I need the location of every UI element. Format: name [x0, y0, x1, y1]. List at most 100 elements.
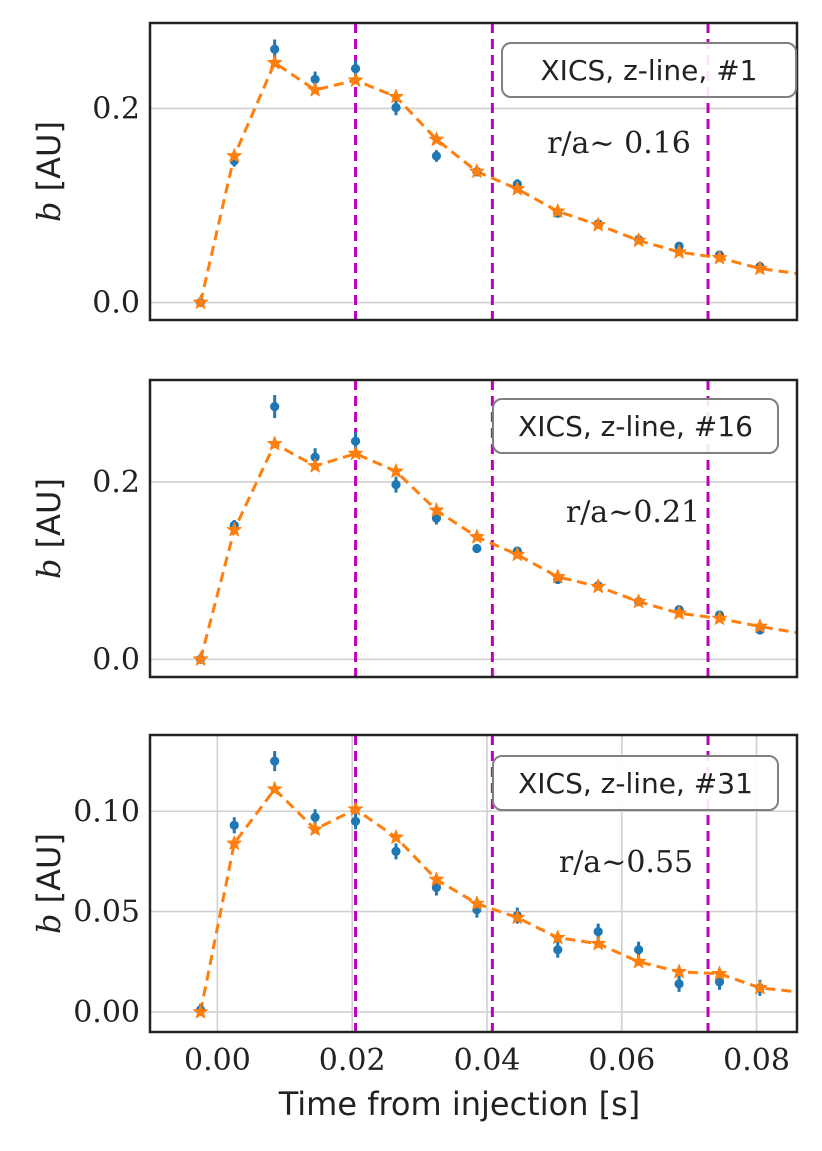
y-axis-label-unit: [AU]: [30, 478, 68, 558]
measured-point: [350, 436, 361, 446]
model-star: [226, 835, 242, 850]
model-star: [711, 965, 728, 981]
model-star: [226, 148, 242, 163]
axes-frame: [148, 378, 799, 679]
y-tick-label: 0.2: [92, 465, 140, 500]
model-star: [428, 131, 444, 146]
model-star: [307, 82, 323, 97]
model-star: [671, 244, 687, 259]
measured-point: [391, 480, 401, 490]
plot-area: [193, 23, 797, 320]
measured-point: [350, 64, 361, 74]
model-star: [752, 260, 768, 276]
y-tick-label: 0.00: [73, 995, 140, 1030]
y-tick-label: 0.0: [92, 642, 140, 677]
model-star: [193, 651, 209, 666]
measured-point: [229, 820, 239, 830]
model-star: [671, 963, 687, 979]
model-star: [348, 72, 364, 87]
model-star: [388, 829, 404, 844]
model-star: [671, 605, 687, 620]
radius-annotation: r/a~ 0.16: [547, 126, 691, 161]
measured-point: [634, 945, 644, 955]
x-tick-label: 0.00: [184, 1043, 251, 1078]
model-star: [590, 935, 606, 951]
model-star: [590, 578, 606, 594]
model-star: [509, 909, 525, 925]
x-tick-label: 0.06: [588, 1043, 655, 1078]
measured-point: [714, 977, 725, 987]
y-axis-label: b [AU]: [30, 121, 68, 222]
model-star: [193, 294, 209, 309]
legend-label: XICS, z-line, #1: [541, 54, 758, 87]
y-tick-label: 0.0: [92, 286, 140, 321]
measured-point: [674, 979, 684, 989]
measured-point: [270, 756, 280, 766]
model-star: [267, 435, 283, 451]
model-star: [469, 529, 485, 544]
model-star: [388, 88, 404, 104]
plot-area: [193, 380, 797, 677]
model-star: [388, 463, 404, 478]
y-axis-label-symbol: b: [30, 201, 68, 221]
model-star: [752, 979, 768, 995]
model-star: [348, 445, 364, 461]
model-star: [711, 610, 728, 625]
y-axis-label-unit: [AU]: [30, 121, 68, 201]
model-line: [199, 441, 797, 660]
measured-point: [391, 846, 401, 856]
measured-point: [553, 945, 563, 955]
model-star: [550, 568, 566, 584]
model-star: [631, 593, 647, 609]
model-star: [631, 953, 647, 969]
measured-point: [431, 513, 442, 523]
model-star: [348, 801, 364, 816]
measured-point: [270, 401, 280, 412]
measured-point: [431, 151, 442, 161]
axes-frame: [148, 733, 799, 1034]
model-star: [509, 181, 525, 196]
radius-annotation: r/a~0.21: [566, 495, 700, 530]
x-tick-label: 0.02: [319, 1043, 386, 1078]
model-star: [226, 521, 242, 537]
y-axis-label: b [AU]: [30, 833, 68, 934]
x-tick-label: 0.04: [454, 1043, 521, 1078]
measured-point: [310, 452, 320, 462]
axes-frame: [148, 21, 799, 322]
x-tick-label: 0.08: [723, 1043, 790, 1078]
legend-box: [501, 42, 797, 98]
y-axis-label-symbol: b: [30, 913, 68, 933]
legend-box: [492, 398, 779, 454]
model-star: [509, 546, 525, 562]
legend-label: XICS, z-line, #31: [518, 767, 753, 800]
model-star: [428, 871, 444, 886]
measured-point: [310, 812, 320, 822]
measured-point: [431, 882, 442, 893]
measured-point: [350, 816, 361, 826]
y-axis-label-symbol: b: [30, 558, 68, 578]
model-star: [631, 232, 647, 247]
measured-point: [593, 927, 603, 937]
x-axis-label: Time from injection [s]: [278, 1085, 641, 1123]
legend-box: [492, 755, 779, 811]
measured-point: [270, 44, 280, 54]
measured-point: [391, 102, 401, 113]
model-star: [550, 203, 566, 218]
y-tick-label: 0.10: [73, 794, 140, 829]
model-star: [550, 929, 566, 945]
panel-bottom: 0.00 0.05 0.10 0.00 0.02 0.04 0.06 0.08 b [AU] Ti…: [30, 733, 799, 1123]
model-star: [590, 216, 606, 232]
panel-middle: 0.0 0.2 b [AU] XICS, z-line, #16 r/a~0.21: [30, 378, 799, 679]
model-star: [428, 502, 444, 517]
legend-label: XICS, z-line, #16: [518, 410, 753, 443]
model-line: [199, 60, 797, 303]
panel-top: 0.0 0.2 b [AU] XICS, z-line, #1 r/a~ 0.16: [30, 21, 799, 322]
model-star: [469, 895, 485, 911]
model-star: [307, 821, 323, 836]
radius-annotation: r/a~0.55: [559, 845, 693, 880]
model-star: [267, 54, 283, 70]
model-star: [193, 1004, 209, 1019]
model-star: [267, 781, 283, 796]
y-axis-label-unit: [AU]: [30, 833, 68, 913]
